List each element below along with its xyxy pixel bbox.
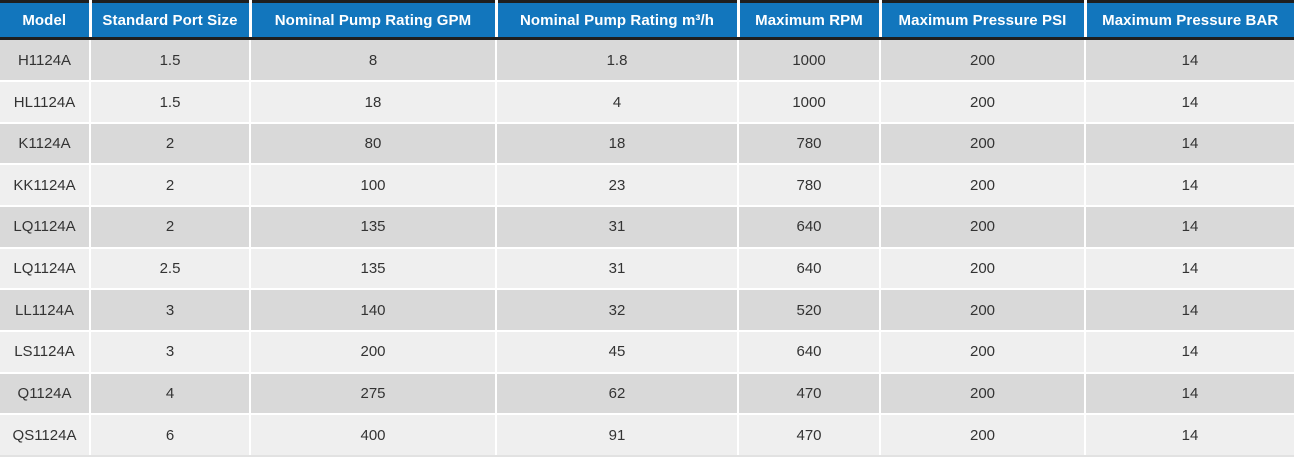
cell-standard-port-size: 2 <box>89 122 250 166</box>
column-header-maximum-pressure-psi: Maximum Pressure PSI <box>878 1 1085 40</box>
cell-nominal-pump-rating-m3h: 91 <box>495 414 738 457</box>
table-row: K1124A 2 80 18 780 200 14 <box>0 122 1294 166</box>
cell-model: HL1124A <box>0 81 90 124</box>
cell-model: LS1124A <box>0 330 90 374</box>
cell-maximum-pressure-bar: 14 <box>1084 414 1294 457</box>
cell-maximum-pressure-bar: 14 <box>1084 372 1294 416</box>
cell-maximum-rpm: 470 <box>737 414 880 457</box>
cell-standard-port-size: 4 <box>89 372 250 416</box>
cell-maximum-pressure-psi: 200 <box>879 38 1085 83</box>
cell-model: H1124A <box>0 38 90 83</box>
cell-maximum-rpm: 640 <box>737 330 880 374</box>
cell-nominal-pump-rating-gpm: 80 <box>249 122 496 166</box>
cell-nominal-pump-rating-m3h: 45 <box>495 330 738 374</box>
cell-maximum-pressure-bar: 14 <box>1084 206 1294 249</box>
table-row: LL1124A 3 140 32 520 200 14 <box>0 289 1294 332</box>
cell-maximum-pressure-bar: 14 <box>1084 81 1294 124</box>
table-row: HL1124A 1.5 18 4 1000 200 14 <box>0 81 1294 124</box>
cell-nominal-pump-rating-m3h: 31 <box>495 206 738 249</box>
cell-standard-port-size: 3 <box>89 330 250 374</box>
cell-maximum-pressure-bar: 14 <box>1084 38 1294 83</box>
cell-maximum-rpm: 1000 <box>737 81 880 124</box>
cell-standard-port-size: 1.5 <box>89 81 250 124</box>
table-row: LQ1124A 2.5 135 31 640 200 14 <box>0 247 1294 291</box>
cell-nominal-pump-rating-gpm: 135 <box>249 247 496 291</box>
cell-model: Q1124A <box>0 372 90 416</box>
cell-maximum-rpm: 780 <box>737 122 880 166</box>
cell-maximum-pressure-psi: 200 <box>879 122 1085 166</box>
cell-maximum-rpm: 520 <box>737 289 880 332</box>
column-header-standard-port-size: Standard Port Size <box>88 1 250 40</box>
cell-maximum-pressure-psi: 200 <box>879 414 1085 457</box>
cell-standard-port-size: 2.5 <box>89 247 250 291</box>
cell-standard-port-size: 3 <box>89 289 250 332</box>
cell-nominal-pump-rating-m3h: 1.8 <box>495 38 738 83</box>
cell-nominal-pump-rating-gpm: 8 <box>249 38 496 83</box>
table-row: LQ1124A 2 135 31 640 200 14 <box>0 206 1294 249</box>
cell-nominal-pump-rating-gpm: 100 <box>249 164 496 208</box>
cell-nominal-pump-rating-m3h: 4 <box>495 81 738 124</box>
cell-maximum-rpm: 1000 <box>737 38 880 83</box>
cell-maximum-rpm: 780 <box>737 164 880 208</box>
cell-maximum-pressure-psi: 200 <box>879 372 1085 416</box>
cell-nominal-pump-rating-gpm: 275 <box>249 372 496 416</box>
column-header-nominal-pump-rating-gpm: Nominal Pump Rating GPM <box>248 1 496 40</box>
cell-standard-port-size: 2 <box>89 164 250 208</box>
cell-standard-port-size: 2 <box>89 206 250 249</box>
cell-standard-port-size: 6 <box>89 414 250 457</box>
cell-standard-port-size: 1.5 <box>89 38 250 83</box>
cell-nominal-pump-rating-m3h: 18 <box>495 122 738 166</box>
cell-maximum-pressure-psi: 200 <box>879 289 1085 332</box>
cell-nominal-pump-rating-gpm: 140 <box>249 289 496 332</box>
cell-maximum-pressure-psi: 200 <box>879 247 1085 291</box>
cell-nominal-pump-rating-m3h: 23 <box>495 164 738 208</box>
cell-maximum-pressure-psi: 200 <box>879 330 1085 374</box>
cell-maximum-rpm: 640 <box>737 206 880 249</box>
cell-nominal-pump-rating-gpm: 135 <box>249 206 496 249</box>
cell-nominal-pump-rating-gpm: 400 <box>249 414 496 457</box>
cell-model: KK1124A <box>0 164 90 208</box>
cell-nominal-pump-rating-gpm: 200 <box>249 330 496 374</box>
cell-maximum-rpm: 470 <box>737 372 880 416</box>
cell-nominal-pump-rating-m3h: 32 <box>495 289 738 332</box>
table-row: H1124A 1.5 8 1.8 1000 200 14 <box>0 38 1294 83</box>
cell-model: LL1124A <box>0 289 90 332</box>
cell-maximum-pressure-bar: 14 <box>1084 122 1294 166</box>
cell-model: K1124A <box>0 122 90 166</box>
cell-model: LQ1124A <box>0 206 90 249</box>
header-row: Model Standard Port Size Nominal Pump Rati… <box>0 1 1294 40</box>
column-header-maximum-rpm: Maximum RPM <box>736 1 880 40</box>
cell-nominal-pump-rating-gpm: 18 <box>249 81 496 124</box>
cell-nominal-pump-rating-m3h: 31 <box>495 247 738 291</box>
table-header: Model Standard Port Size Nominal Pump Rati… <box>0 1 1294 40</box>
table-row: LS1124A 3 200 45 640 200 14 <box>0 330 1294 374</box>
cell-model: QS1124A <box>0 414 90 457</box>
cell-maximum-rpm: 640 <box>737 247 880 291</box>
cell-maximum-pressure-bar: 14 <box>1084 164 1294 208</box>
column-header-maximum-pressure-bar: Maximum Pressure BAR <box>1083 1 1294 40</box>
table-row: KK1124A 2 100 23 780 200 14 <box>0 164 1294 208</box>
cell-model: LQ1124A <box>0 247 90 291</box>
column-header-model: Model <box>0 1 90 40</box>
table-row: Q1124A 4 275 62 470 200 14 <box>0 372 1294 416</box>
cell-maximum-pressure-psi: 200 <box>879 81 1085 124</box>
table-row: QS1124A 6 400 91 470 200 14 <box>0 414 1294 457</box>
cell-maximum-pressure-psi: 200 <box>879 206 1085 249</box>
cell-maximum-pressure-bar: 14 <box>1084 247 1294 291</box>
cell-maximum-pressure-bar: 14 <box>1084 330 1294 374</box>
column-header-nominal-pump-rating-m3h: Nominal Pump Rating m³/h <box>494 1 738 40</box>
table-body: H1124A 1.5 8 1.8 1000 200 14 HL1124A 1.5 18 4 1000 2… <box>0 38 1294 457</box>
cell-nominal-pump-rating-m3h: 62 <box>495 372 738 416</box>
cell-maximum-pressure-bar: 14 <box>1084 289 1294 332</box>
cell-maximum-pressure-psi: 200 <box>879 164 1085 208</box>
